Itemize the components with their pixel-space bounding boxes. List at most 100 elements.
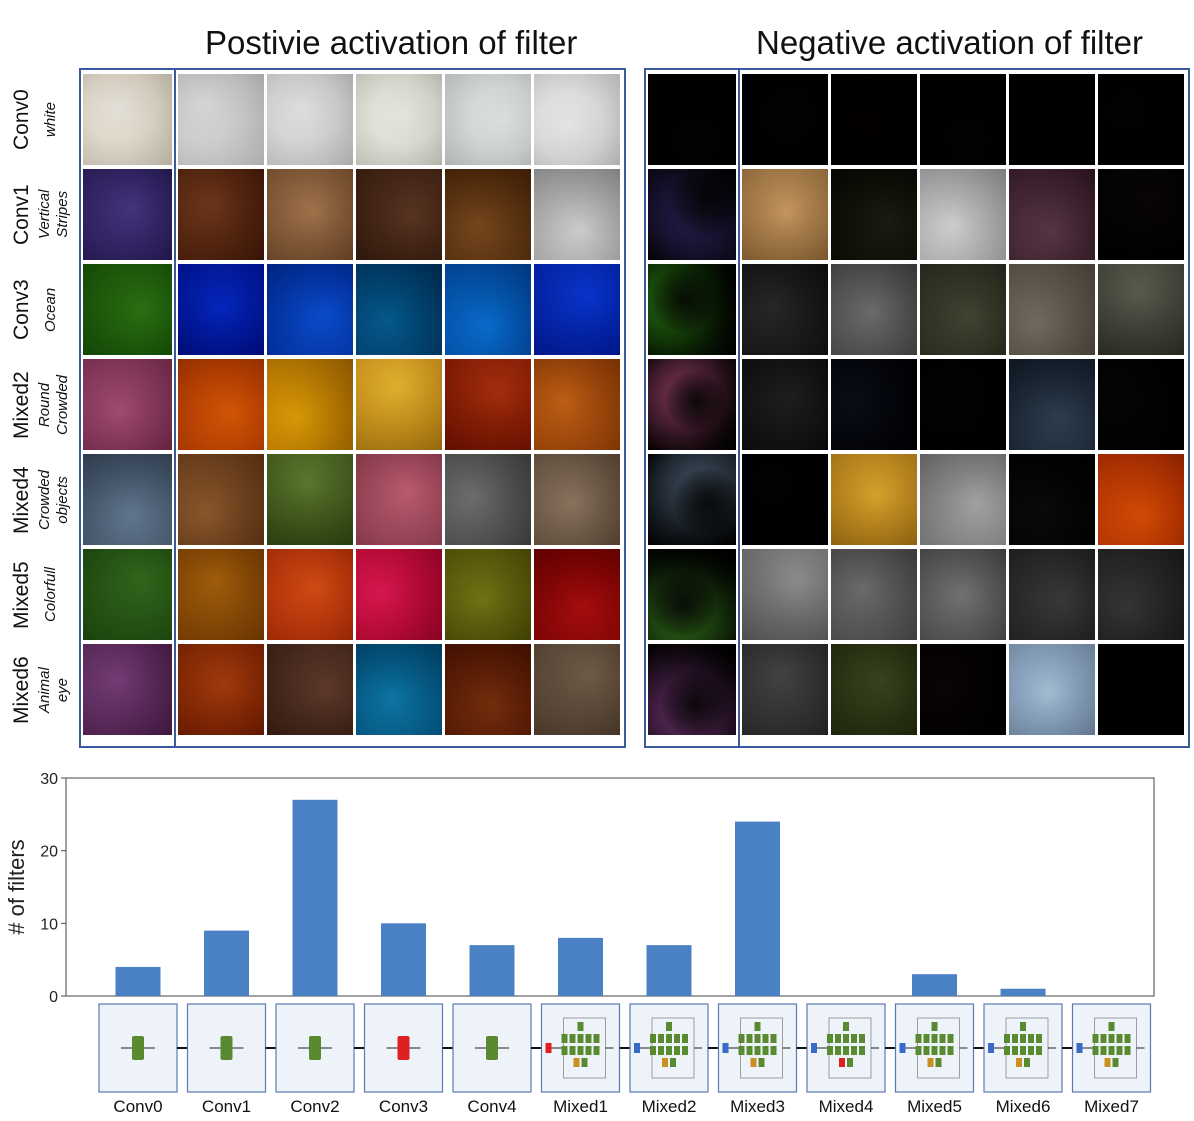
- positive-example-image: [445, 74, 531, 165]
- positive-example-image: [534, 74, 620, 165]
- category-label: Mixed5: [907, 1097, 962, 1116]
- mixed-block-icon: [593, 1034, 600, 1043]
- y-axis-label: # of filters: [4, 839, 29, 934]
- mixed-block-icon: [762, 1046, 769, 1055]
- mixed-block-icon: [758, 1058, 765, 1067]
- category-label: Mixed4: [819, 1097, 874, 1116]
- feature-visualization-conv1: [83, 169, 172, 260]
- negative-example-image: [920, 549, 1006, 640]
- positive-example-image: [356, 644, 442, 735]
- mixed-block-icon: [577, 1022, 584, 1031]
- mixed-block-icon: [1124, 1046, 1131, 1055]
- positive-example-image: [356, 454, 442, 545]
- negative-visualization-conv0: [648, 74, 736, 165]
- negative-example-image: [831, 644, 917, 735]
- mixed-block-icon: [923, 1034, 930, 1043]
- concept-word: Vertical: [36, 189, 53, 239]
- category-label: Mixed3: [730, 1097, 785, 1116]
- mixed-block-icon: [569, 1034, 576, 1043]
- mixed-block-icon: [762, 1034, 769, 1043]
- mixed-block-icon: [593, 1046, 600, 1055]
- mixed-block-icon: [1012, 1046, 1018, 1055]
- input-block-icon: [988, 1043, 994, 1053]
- concept-label: Ocean: [42, 287, 60, 331]
- negative-example-image: [920, 74, 1006, 165]
- negative-activation-panel: [644, 68, 1190, 748]
- row-label-conv1: Conv1 Vertical Stripes: [0, 167, 80, 262]
- mixed-block-icon: [1036, 1046, 1042, 1055]
- mixed-block-icon: [1004, 1046, 1010, 1055]
- mixed-block-icon: [1108, 1022, 1115, 1031]
- positive-example-image: [534, 264, 620, 355]
- layer-name: Mixed2: [10, 370, 33, 439]
- mixed-block-icon: [573, 1058, 580, 1067]
- row-label-conv3: Conv3 Ocean: [0, 262, 80, 357]
- mixed-block-icon: [859, 1046, 865, 1055]
- positive-example-image: [178, 644, 264, 735]
- mixed-block-icon: [738, 1034, 745, 1043]
- input-block-icon: [811, 1043, 817, 1053]
- positive-example-image: [445, 549, 531, 640]
- positive-example-image: [267, 169, 353, 260]
- concept-word: Colorfull: [42, 566, 59, 622]
- mixed-block-icon: [577, 1034, 584, 1043]
- bar-mixed1: [558, 937, 603, 996]
- input-block-icon: [1076, 1043, 1083, 1053]
- mixed-block-icon: [1104, 1058, 1111, 1067]
- mixed-block-icon: [843, 1046, 849, 1055]
- mixed-block-icon: [1020, 1034, 1026, 1043]
- mixed-block-icon: [750, 1058, 757, 1067]
- positive-example-image: [534, 644, 620, 735]
- concept-word: white: [42, 101, 59, 137]
- mixed-block-icon: [1116, 1034, 1123, 1043]
- negative-example-image: [1009, 169, 1095, 260]
- positive-separator: [174, 70, 176, 746]
- mixed-block-icon: [1092, 1046, 1099, 1055]
- mixed-block-icon: [658, 1034, 664, 1043]
- mixed-block-icon: [666, 1022, 672, 1031]
- concept-word: Crowded: [36, 469, 53, 530]
- feature-visualization-mixed5: [83, 549, 172, 640]
- positive-example-image: [178, 549, 264, 640]
- mixed-block-icon: [585, 1034, 592, 1043]
- mixed-block-icon: [674, 1046, 680, 1055]
- mixed-block-icon: [738, 1046, 745, 1055]
- mixed-block-icon: [931, 1022, 938, 1031]
- positive-example-image: [445, 359, 531, 450]
- negative-example-image: [920, 169, 1006, 260]
- mixed-block-icon: [561, 1034, 568, 1043]
- positive-example-image: [445, 264, 531, 355]
- concept-word: Stripes: [54, 190, 71, 238]
- negative-example-image: [742, 169, 828, 260]
- category-label: Conv2: [290, 1097, 339, 1116]
- positive-example-image: [178, 359, 264, 450]
- mixed-block-icon: [847, 1058, 853, 1067]
- positive-example-image: [267, 549, 353, 640]
- mixed-block-icon: [835, 1034, 841, 1043]
- concept-word: Animal: [36, 666, 53, 713]
- negative-example-image: [920, 644, 1006, 735]
- bar-conv3: [381, 923, 426, 996]
- input-block-icon: [722, 1043, 729, 1053]
- mixed-block-icon: [827, 1034, 833, 1043]
- mixed-block-icon: [947, 1046, 954, 1055]
- concept-label: white: [42, 102, 60, 137]
- layer-name: Conv0: [10, 89, 33, 150]
- positive-example-image: [445, 644, 531, 735]
- mixed-block-icon: [835, 1046, 841, 1055]
- negative-example-image: [742, 264, 828, 355]
- category-label: Conv0: [113, 1097, 162, 1116]
- negative-example-image: [742, 359, 828, 450]
- negative-example-image: [742, 74, 828, 165]
- negative-example-image: [1098, 264, 1184, 355]
- positive-example-image: [178, 454, 264, 545]
- mixed-block-icon: [561, 1046, 568, 1055]
- feature-visualization-mixed4: [83, 454, 172, 545]
- mixed-block-icon: [1004, 1034, 1010, 1043]
- positive-example-image: [267, 644, 353, 735]
- conv-block-icon: [132, 1036, 144, 1060]
- input-block-icon: [634, 1043, 640, 1053]
- negative-example-image: [831, 454, 917, 545]
- mixed-block-icon: [1108, 1046, 1115, 1055]
- mixed-block-icon: [569, 1046, 576, 1055]
